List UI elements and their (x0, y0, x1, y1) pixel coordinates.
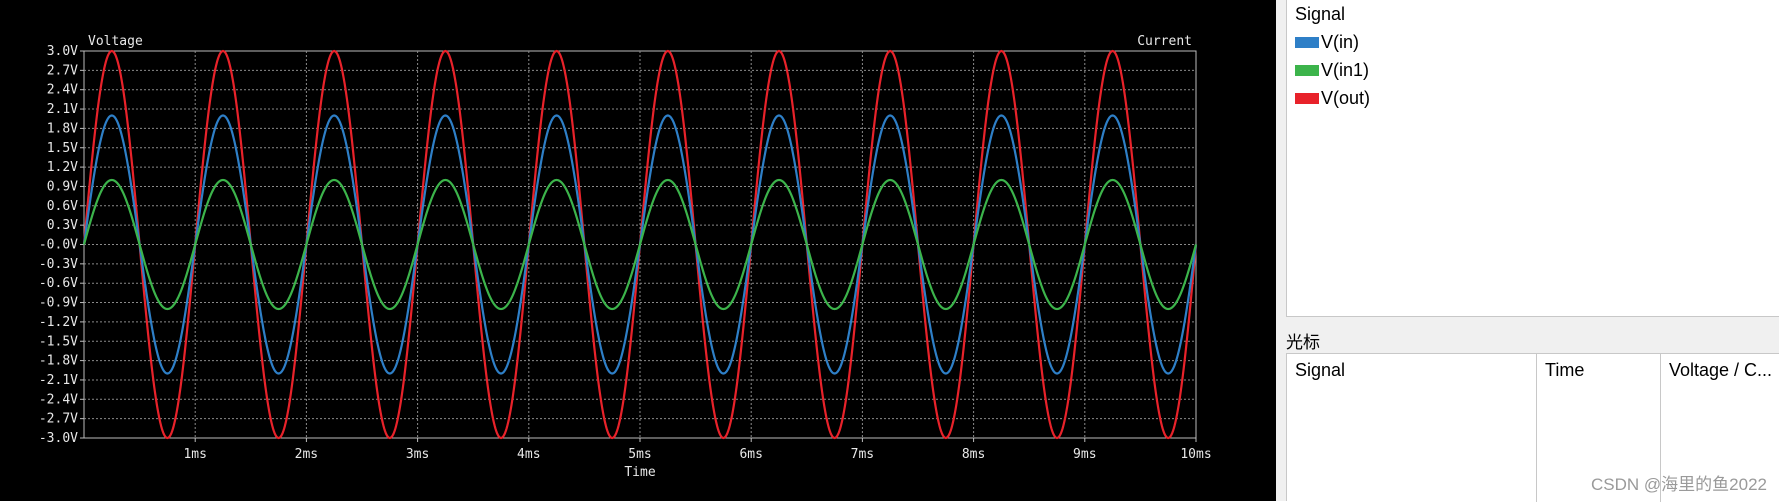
cursor-col-time[interactable]: Time (1537, 354, 1661, 502)
y-tick-label: -2.1V (39, 373, 78, 388)
legend-swatch (1295, 64, 1319, 76)
x-tick-label: 10ms (1180, 447, 1211, 462)
legend-item[interactable]: V(out) (1287, 84, 1779, 112)
cursor-section: 光标 (1286, 317, 1779, 353)
y-tick-label: 0.3V (47, 218, 78, 233)
y-tick-label: 1.2V (47, 160, 78, 175)
legend-item[interactable]: V(in) (1287, 28, 1779, 56)
legend-label: V(in) (1321, 31, 1360, 52)
signal-panel-header: Signal (1295, 4, 1346, 24)
y-tick-label: 0.9V (47, 179, 78, 194)
legend-label: V(in1) (1321, 59, 1370, 80)
x-tick-label: 8ms (962, 447, 985, 462)
series-line-vin1 (82, 178, 1198, 311)
y-tick-label: -0.9V (39, 296, 78, 311)
panel-splitter[interactable] (1276, 0, 1286, 501)
x-tick-label: 2ms (295, 447, 318, 462)
left-axis-label: Voltage (88, 34, 143, 49)
y-tick-label: 3.0V (47, 44, 78, 59)
x-tick-label: 3ms (406, 447, 429, 462)
cursor-title: 光标 (1286, 333, 1320, 352)
y-tick-label: -2.7V (39, 412, 78, 427)
x-axis-label: Time (624, 465, 655, 480)
watermark: CSDN @海里的鱼2022 (1591, 475, 1767, 494)
x-tick-label: 7ms (851, 447, 874, 462)
y-tick-label: -0.0V (39, 238, 78, 253)
y-tick-label: 1.5V (47, 141, 78, 156)
y-tick-label: -1.5V (39, 334, 78, 349)
legend-label: V(out) (1321, 87, 1371, 108)
y-tick-label: 2.4V (47, 83, 78, 98)
y-tick-label: 1.8V (47, 121, 78, 136)
legend-item[interactable]: V(in1) (1287, 56, 1779, 84)
y-tick-label: -2.4V (39, 392, 78, 407)
x-tick-label: 6ms (739, 447, 762, 462)
signal-panel: Signal V(in) V(in1) V(out) (1286, 0, 1779, 317)
legend-swatch (1295, 36, 1319, 48)
y-tick-label: -1.8V (39, 354, 78, 369)
plot-area[interactable]: 3.0V 2.7V 2.4V 2.1V 1.8V 1.5V 1.2V 0.9V 0.6V 0.3V… (0, 0, 1276, 501)
y-tick-label: 0.6V (47, 199, 78, 214)
cursor-col-voltage[interactable]: Voltage / C... (1669, 360, 1773, 380)
cursor-table[interactable]: Signal Time Voltage / C... (1286, 353, 1779, 502)
y-tick-label: 2.1V (47, 102, 78, 117)
y-tick-label: 2.7V (47, 63, 78, 78)
y-tick-label: -3.0V (39, 431, 78, 446)
right-axis-label: Current (1137, 34, 1192, 49)
waveform-chart[interactable]: 3.0V 2.7V 2.4V 2.1V 1.8V 1.5V 1.2V 0.9V 0.6V 0.3V… (0, 0, 1276, 501)
y-tick-label: -1.2V (39, 315, 78, 330)
x-tick-label: 1ms (183, 447, 206, 462)
cursor-col-signal[interactable]: Signal (1287, 354, 1537, 502)
x-tick-label: 5ms (628, 447, 651, 462)
legend-swatch (1295, 92, 1319, 104)
x-tick-label: 9ms (1073, 447, 1096, 462)
x-tick-label: 4ms (517, 447, 540, 462)
signal-legend: V(in) V(in1) V(out) (1287, 28, 1779, 112)
y-tick-label: -0.3V (39, 257, 78, 272)
y-tick-label: -0.6V (39, 276, 78, 291)
